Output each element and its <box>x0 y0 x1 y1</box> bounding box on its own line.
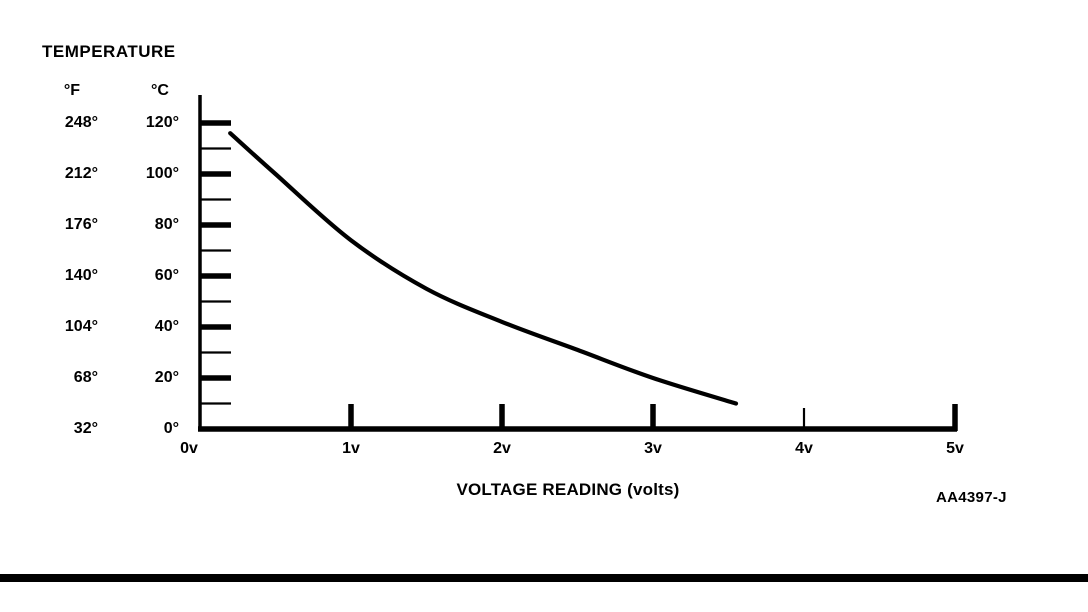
x-tick-label: 2v <box>493 440 511 457</box>
figure-code: AA4397-J <box>936 489 1007 506</box>
y-tick-label-celsius: 60° <box>154 267 179 284</box>
y-tick-label-fahrenheit: 68° <box>73 369 98 386</box>
y-tick-label-fahrenheit: 104° <box>64 318 98 335</box>
x-tick-label: 4v <box>795 440 813 457</box>
temperature-voltage-curve <box>228 131 739 406</box>
x-tick-label: 5v <box>946 440 964 457</box>
y-tick-label-celsius: 0° <box>163 420 179 437</box>
x-axis-title: VOLTAGE READING (volts) <box>456 480 680 499</box>
y-axis-unit-celsius: °C <box>151 82 169 99</box>
x-tick-label: 3v <box>644 440 662 457</box>
y-tick-label-celsius: 40° <box>154 318 179 335</box>
y-tick-label-celsius: 120° <box>145 114 179 131</box>
chart-title: TEMPERATURE <box>42 42 176 61</box>
y-tick-label-fahrenheit: 32° <box>73 420 98 437</box>
y-tick-label-fahrenheit: 176° <box>64 216 98 233</box>
y-axis-unit-fahrenheit: °F <box>63 82 81 99</box>
y-tick-label-celsius: 20° <box>154 369 179 386</box>
y-tick-label-fahrenheit: 248° <box>64 114 98 131</box>
y-tick-label-fahrenheit: 212° <box>64 165 98 182</box>
x-tick-label: 1v <box>342 440 360 457</box>
y-tick-label-celsius: 80° <box>154 216 179 233</box>
x-tick-label: 0v <box>180 440 198 457</box>
bottom-divider-rule <box>0 574 1088 582</box>
y-tick-label-fahrenheit: 140° <box>64 267 98 284</box>
y-tick-label-celsius: 100° <box>145 165 179 182</box>
